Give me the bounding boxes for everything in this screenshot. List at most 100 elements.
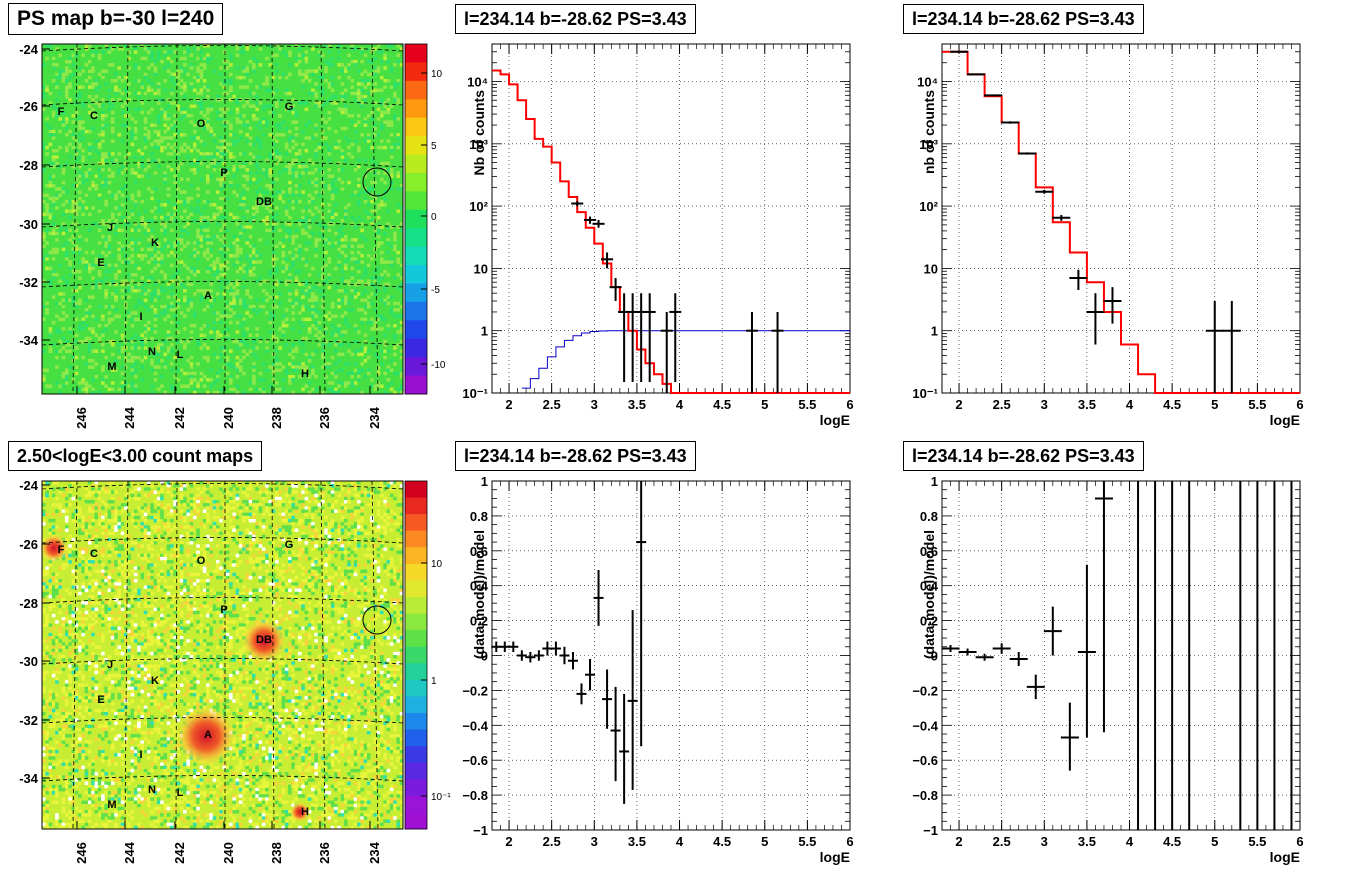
ytick-label: 10³: [919, 137, 938, 152]
xtick-label: 3.5: [628, 397, 646, 412]
data-point: [1001, 121, 1020, 124]
colorbar-swatch: [405, 746, 427, 764]
colorbar-swatch: [405, 481, 427, 498]
colorbar-swatch: [405, 338, 427, 358]
data-point: [499, 641, 510, 653]
colorbar-tick-label: 10: [431, 69, 443, 80]
data-point: [1086, 293, 1105, 345]
map-xtick-label: 236: [317, 842, 332, 864]
target-circle: [362, 167, 392, 197]
graticule-meridian: [320, 480, 326, 830]
colorbar-swatch: [405, 547, 427, 565]
x-axis-label: logE: [1270, 849, 1300, 865]
xtick-label: 5.5: [798, 397, 816, 412]
ytick-label: 0: [481, 649, 488, 664]
y-axis-label: (data-model)/model: [921, 530, 937, 659]
xtick-label: 3: [1041, 397, 1048, 412]
colorbar-swatch: [405, 117, 427, 137]
xtick-label: 2.5: [993, 834, 1011, 849]
colorbar-swatch: [405, 597, 427, 614]
map-bottom: F C O G P DB J K E A I N L M H -24 -26 -28 -30 -32 -34 246 244…: [19, 478, 451, 864]
xtick-label: 5: [761, 397, 768, 412]
spectrum-right: 2 2.5 3 3.5 4 4.5 5 5.5 6 10⁻¹ 1 10 10² 10³ 10⁴ logE nb …: [912, 43, 1304, 428]
data-point: [1035, 189, 1054, 194]
graticule-meridian: [371, 43, 379, 395]
data-point: [593, 569, 604, 626]
source-label: K: [151, 675, 159, 687]
spectrum-right-title: l=234.14 b=-28.62 PS=3.43: [903, 4, 1144, 34]
map-xtick-label: 246: [74, 407, 89, 429]
xtick-label: 5: [761, 834, 768, 849]
xtick-label: 4: [1126, 834, 1134, 849]
colorbar-swatch: [405, 99, 427, 119]
ytick-label: 10⁻¹: [462, 386, 488, 401]
model-histogram: [942, 50, 1300, 394]
source-label: C: [90, 110, 98, 122]
ytick-label: 10: [474, 261, 488, 276]
xtick-label: 4: [676, 397, 684, 412]
colorbar-tick-label: 10⁻¹: [431, 792, 451, 803]
xtick-label: 6: [1296, 834, 1303, 849]
data-point: [1222, 300, 1241, 393]
ytick-label: 1: [931, 474, 938, 489]
ytick-label: 0: [931, 649, 938, 664]
residual-right-title: l=234.14 b=-28.62 PS=3.43: [903, 441, 1144, 471]
map-ytick-label: -34: [19, 333, 39, 348]
data-point: [941, 645, 960, 653]
colorbar-swatch: [405, 812, 427, 830]
xtick-label: 2: [505, 834, 512, 849]
map-xtick-label: 242: [172, 407, 187, 429]
xtick-label: 6: [846, 834, 853, 849]
graticule-meridian: [175, 43, 178, 395]
ytick-label: 10⁴: [467, 75, 488, 90]
graticule-meridian: [271, 480, 275, 830]
xtick-label: 3.5: [1078, 834, 1096, 849]
colorbar-swatch: [405, 530, 427, 548]
map-xtick-label: 244: [122, 406, 137, 428]
map-xtick-label: 246: [74, 842, 89, 864]
plot-frame: [941, 480, 1301, 831]
colorbar-tick-label: -10: [431, 360, 446, 371]
graticule-meridian: [72, 480, 78, 830]
colorbar-swatch: [405, 62, 427, 82]
map-xtick-label: 242: [172, 842, 187, 864]
data-point: [576, 683, 587, 705]
map-ytick-label: -26: [19, 99, 38, 114]
data-point: [584, 216, 597, 224]
efficiency-curve: [521, 330, 850, 389]
map-xtick-label: 236: [317, 407, 332, 429]
source-blob: [242, 619, 286, 663]
graticule-meridian: [175, 480, 178, 830]
source-label: J: [107, 222, 113, 234]
data-point: [601, 252, 614, 269]
colorbar-swatch: [405, 729, 427, 747]
map-bottom-title: 2.50<logE<3.00 count maps: [8, 441, 263, 471]
source-label: L: [177, 787, 184, 799]
map-ytick-label: -24: [19, 42, 39, 57]
ytick-label: 0.2: [920, 614, 938, 629]
xtick-label: 3: [591, 834, 598, 849]
ytick-label: 0.6: [470, 544, 488, 559]
xtick-label: 4.5: [1163, 397, 1181, 412]
data-point: [669, 293, 682, 383]
data-point: [1069, 269, 1088, 291]
x-axis-label: logE: [820, 412, 850, 428]
colorbar-swatch: [405, 191, 427, 211]
map-xtick-label: 238: [269, 407, 284, 429]
xtick-label: 4: [1126, 397, 1134, 412]
colorbar-swatch: [405, 265, 427, 284]
ytick-label: −1: [923, 823, 938, 838]
source-label: E: [97, 257, 104, 269]
data-point: [1205, 300, 1224, 393]
source-label: P: [220, 604, 227, 616]
xtick-label: 5.5: [1248, 397, 1266, 412]
data-point: [592, 219, 605, 228]
model-histogram: [492, 69, 850, 394]
colorbar-swatch: [405, 375, 427, 395]
data-point: [643, 293, 656, 383]
data-point: [975, 653, 994, 661]
y-axis-label: (data-model)/model: [471, 530, 487, 659]
colorbar-swatch: [405, 357, 427, 376]
xtick-label: 4.5: [713, 397, 731, 412]
ytick-label: −0.2: [912, 683, 938, 698]
